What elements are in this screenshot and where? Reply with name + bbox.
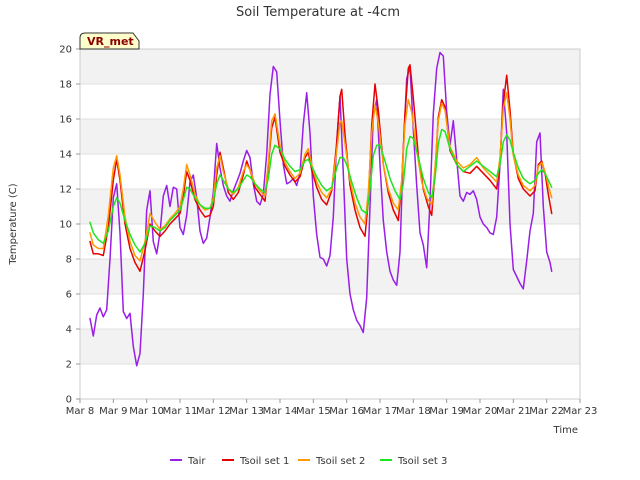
plot-band [80,49,580,84]
badge-background [79,32,140,50]
x-tick-label: Mar 8 [66,406,94,417]
plot-band [80,259,580,294]
y-tick-label: 0 [66,395,72,406]
x-tick-label: Mar 9 [99,406,127,417]
x-tick-label: Mar 22 [529,406,564,417]
legend-label: Tsoil set 2 [315,456,365,467]
y-tick-label: 20 [59,45,72,56]
series-line-tsoil-set-2 [89,92,553,262]
legend-label: Tsoil set 1 [239,456,289,467]
legend-item-tsoil-set-1: Tsoil set 1 [222,456,289,467]
y-tick-label: 10 [59,220,72,231]
x-tick-label: Mar 17 [363,406,398,417]
plot-band [80,84,580,119]
y-tick-label: 4 [66,325,72,336]
x-tick-label: Mar 14 [263,406,298,417]
y-tick-label: 12 [59,185,72,196]
x-tick-label: Mar 18 [396,406,431,417]
series-line-tsoil-set-3 [89,128,553,253]
y-tick-label: 16 [59,115,72,126]
chart-title: Soil Temperature at -4cm [236,5,400,20]
legend-item-tsoil-set-3: Tsoil set 3 [380,456,447,467]
series-line-tsoil-set-1 [89,64,553,273]
x-tick-label: Mar 11 [163,406,198,417]
plot-band [80,329,580,364]
plot-band [80,364,580,399]
y-tick-label: 14 [59,150,72,161]
y-axis-ticks: 0 2 4 6 8 10 12 14 16 18 20 [59,45,80,406]
legend-item-tsoil-set-2: Tsoil set 2 [298,456,365,467]
x-tick-label: Mar 13 [229,406,264,417]
x-tick-label: Mar 15 [296,406,331,417]
legend-label: Tsoil set 3 [397,456,447,467]
station-badge: VR_met [79,32,140,50]
badge-label: VR_met [87,35,134,48]
x-tick-label: Mar 19 [429,406,464,417]
y-axis-label: Temperature (C) [8,183,19,265]
y-tick-label: 18 [59,80,72,91]
x-tick-label: Mar 12 [196,406,231,417]
plot-band [80,294,580,329]
x-tick-label: Mar 23 [563,406,598,417]
y-tick-label: 2 [66,360,72,371]
plot-band [80,119,580,154]
x-tick-label: Mar 20 [463,406,498,417]
x-axis-label: Time [553,425,578,436]
x-tick-label: Mar 10 [129,406,164,417]
legend-item-tair: Tair [170,456,206,467]
x-tick-label: Mar 21 [496,406,531,417]
plot-band [80,154,580,189]
y-tick-label: 6 [66,290,72,301]
legend: Tair Tsoil set 1 Tsoil set 2 Tsoil set 3 [170,456,447,467]
series-line-tair [89,51,553,367]
series-lines [89,51,553,367]
x-tick-label: Mar 16 [329,406,364,417]
y-tick-label: 8 [66,255,72,266]
legend-label: Tair [187,456,206,467]
